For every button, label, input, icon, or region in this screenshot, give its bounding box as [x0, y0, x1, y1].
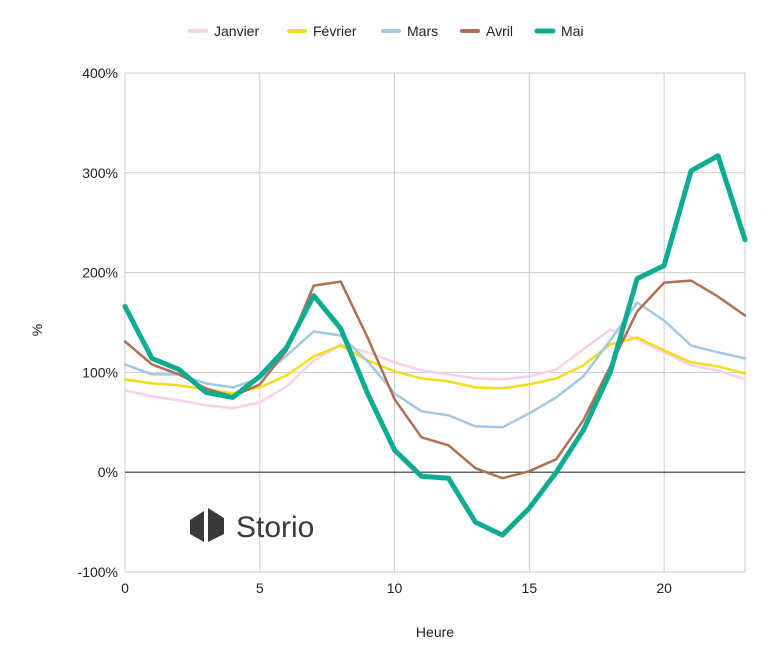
- storio-logo: Storio: [190, 508, 314, 544]
- y-tick-label: 0%: [98, 464, 118, 480]
- x-tick-label: 20: [656, 580, 672, 596]
- legend-label-février: Février: [313, 23, 357, 39]
- y-tick-label: 200%: [82, 265, 118, 281]
- y-axis-title: %: [29, 324, 45, 336]
- legend-label-janvier: Janvier: [214, 23, 259, 39]
- x-tick-label: 15: [522, 580, 538, 596]
- y-tick-label: -100%: [78, 564, 118, 580]
- series-line-mai: [122, 153, 748, 538]
- x-tick-label: 10: [387, 580, 403, 596]
- x-tick-label: 5: [256, 580, 264, 596]
- series-lines: [122, 153, 748, 538]
- storio-logo-text: Storio: [236, 511, 314, 544]
- y-tick-label: 400%: [82, 65, 118, 81]
- x-axis-title: Heure: [416, 624, 454, 640]
- x-axis-ticks: 0 5 10 15 20: [121, 580, 672, 596]
- legend: Janvier Février Mars Avril Mai: [188, 23, 584, 39]
- y-tick-label: 100%: [82, 364, 118, 380]
- legend-label-mars: Mars: [407, 23, 438, 39]
- legend-label-mai: Mai: [561, 23, 584, 39]
- series-line-février: [123, 336, 747, 395]
- legend-label-avril: Avril: [486, 23, 513, 39]
- x-tick-label: 0: [121, 580, 129, 596]
- series-line-mars: [123, 301, 747, 429]
- series-line-janvier: [123, 328, 747, 410]
- y-axis-ticks: -100% 0% 100% 200% 300% 400%: [78, 65, 118, 580]
- grid-lines: [124, 72, 746, 573]
- y-tick-label: 300%: [82, 165, 118, 181]
- storio-logo-icon: [190, 508, 224, 542]
